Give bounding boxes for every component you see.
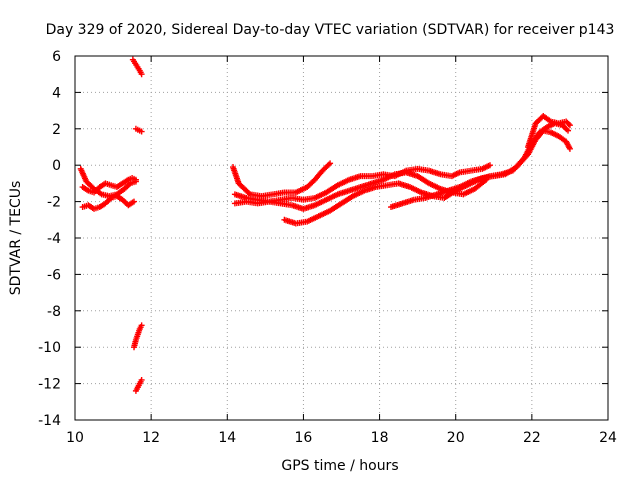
- data-point: [245, 190, 252, 197]
- x-tick-label: 10: [66, 430, 84, 446]
- data-point: [486, 162, 493, 169]
- data-point: [138, 71, 145, 78]
- x-tick-label: 24: [599, 430, 617, 446]
- series-7: [132, 376, 145, 394]
- x-tick-label: 22: [523, 430, 541, 446]
- chart-title: Day 329 of 2020, Sidereal Day-to-day VTE…: [46, 22, 615, 38]
- series-1: [79, 174, 139, 196]
- data-point: [565, 127, 572, 134]
- x-tick-label: 18: [371, 430, 389, 446]
- series-11: [281, 120, 572, 227]
- y-tick-label: 2: [52, 122, 61, 138]
- data-point: [132, 178, 139, 185]
- series-12: [387, 127, 573, 211]
- x-tick-label: 16: [295, 430, 313, 446]
- data-point: [131, 198, 138, 205]
- data-point: [566, 122, 573, 129]
- y-tick-label: -12: [38, 377, 61, 393]
- y-tick-label: -14: [38, 413, 61, 429]
- data-marks: [77, 56, 573, 394]
- y-tick-label: -2: [47, 195, 61, 211]
- y-tick-label: -8: [47, 304, 61, 320]
- series-6: [131, 322, 145, 351]
- data-point: [325, 161, 332, 168]
- series-13: [525, 113, 573, 150]
- data-point: [565, 120, 572, 127]
- y-axis-label: SDTVAR / TECUs: [8, 181, 24, 296]
- y-tick-label: -10: [38, 340, 61, 356]
- series-4: [129, 56, 145, 78]
- data-point: [327, 160, 334, 167]
- series-2: [79, 193, 138, 212]
- data-point: [138, 128, 145, 135]
- y-tick-label: 4: [52, 85, 61, 101]
- series-8: [229, 160, 334, 200]
- data-point: [138, 322, 145, 329]
- x-tick-label: 20: [447, 430, 465, 446]
- y-tick-label: 6: [52, 49, 61, 65]
- y-tick-label: -6: [47, 267, 61, 283]
- series-5: [132, 125, 145, 135]
- plot-frame: [74, 55, 609, 421]
- series-3: [77, 165, 139, 200]
- y-tick-label: -4: [47, 231, 61, 247]
- x-tick-label: 12: [142, 430, 160, 446]
- x-axis-label: GPS time / hours: [281, 458, 398, 474]
- data-point: [566, 145, 573, 152]
- grid: [75, 56, 608, 420]
- x-tick-label: 14: [218, 430, 236, 446]
- y-tick-label: 0: [52, 158, 61, 174]
- data-point: [138, 376, 145, 383]
